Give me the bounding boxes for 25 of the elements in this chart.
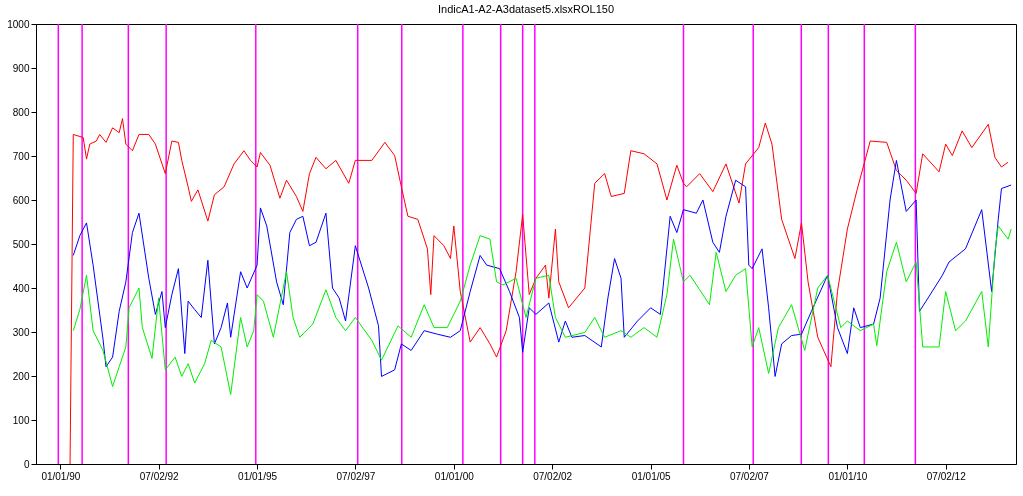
line-series xyxy=(69,118,1009,465)
chart-title: IndicA1-A2-A3dataset5.xlsxROL150 xyxy=(437,3,615,15)
x-tick-label: 01/01/00 xyxy=(434,470,475,482)
y-tick-label: 500 xyxy=(12,238,30,250)
y-tick-label: 200 xyxy=(12,370,30,382)
y-tick-label: 300 xyxy=(12,326,30,338)
x-tick-label: 07/02/92 xyxy=(139,470,180,482)
x-tick-label: 07/02/02 xyxy=(533,470,573,482)
x-tick-label: 01/01/05 xyxy=(631,470,672,482)
y-tick-label: 600 xyxy=(12,194,30,206)
y-tick-label: 0 xyxy=(23,458,30,470)
x-tick-label: 07/02/07 xyxy=(729,470,770,482)
x-tick-label: 07/02/97 xyxy=(336,470,376,482)
x-tick-label: 07/02/12 xyxy=(926,470,967,482)
x-tick-label: 01/01/95 xyxy=(238,470,278,482)
y-tick-label: 1000 xyxy=(7,18,30,30)
line-series xyxy=(72,159,1012,377)
y-tick-label: 100 xyxy=(12,414,30,426)
y-tick-label: 400 xyxy=(12,282,30,294)
y-tick-label: 800 xyxy=(12,106,30,118)
y-tick-label: 700 xyxy=(12,150,30,162)
line-series xyxy=(72,225,1012,395)
x-tick-label: 01/01/10 xyxy=(828,470,868,482)
y-tick-label: 900 xyxy=(12,62,30,74)
x-tick-label: 01/01/90 xyxy=(41,470,81,482)
